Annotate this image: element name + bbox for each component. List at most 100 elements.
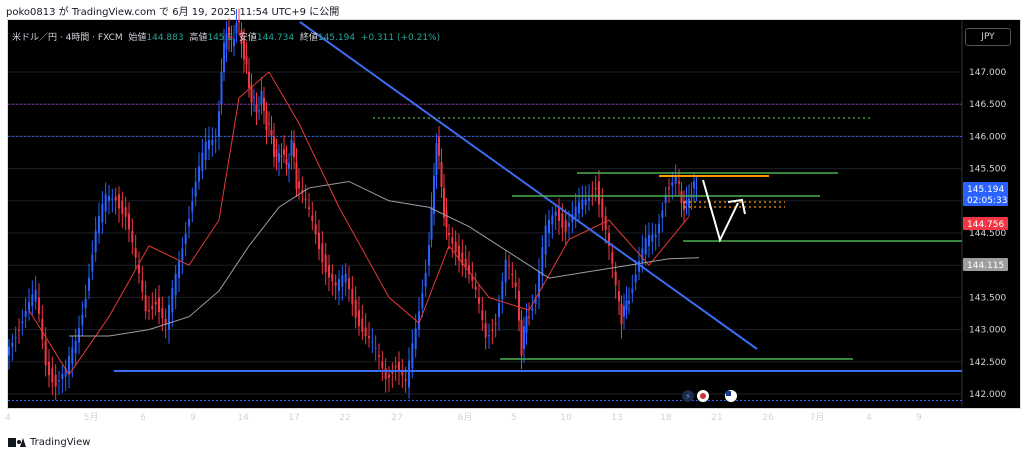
candle-body bbox=[94, 230, 97, 253]
candle-body bbox=[270, 129, 273, 136]
x-tick-label: 9 bbox=[190, 413, 196, 423]
candle-body bbox=[61, 373, 64, 379]
candle-body bbox=[511, 273, 514, 276]
candle-body bbox=[235, 23, 238, 34]
candle-body bbox=[421, 293, 424, 309]
price-tag bbox=[963, 182, 1008, 206]
candle-body bbox=[664, 194, 667, 203]
candle-body bbox=[253, 96, 255, 98]
candle-body bbox=[174, 273, 177, 296]
candle-body bbox=[258, 110, 260, 112]
candle-body bbox=[201, 152, 204, 171]
x-tick-label: 27 bbox=[391, 413, 402, 423]
candle-body bbox=[514, 282, 517, 288]
candle-body bbox=[285, 158, 288, 165]
candle-body bbox=[623, 305, 625, 317]
candle-body bbox=[433, 175, 435, 214]
candle-body bbox=[620, 303, 623, 325]
candle-body bbox=[498, 303, 500, 317]
high-label: 高値 bbox=[189, 33, 208, 43]
candle-body bbox=[64, 367, 67, 377]
candle-body bbox=[108, 195, 110, 201]
x-tick-label: 4 bbox=[5, 413, 11, 423]
candle-body bbox=[678, 181, 680, 184]
candle-body bbox=[641, 248, 644, 264]
candle-body bbox=[361, 318, 364, 332]
candle-body bbox=[680, 191, 683, 204]
candle-body bbox=[184, 233, 187, 244]
publish-caption: poko0813 が TradingView.com で 6月 19, 2025… bbox=[6, 7, 340, 18]
candle-body bbox=[11, 342, 14, 347]
candle-body bbox=[601, 198, 604, 218]
candle-body bbox=[240, 30, 243, 45]
candle-body bbox=[471, 275, 474, 281]
change-value: +0.311 (+0.21%) bbox=[360, 33, 441, 43]
price-tag bbox=[963, 217, 1008, 230]
candle-body bbox=[341, 275, 344, 287]
candle-body bbox=[280, 155, 283, 157]
symbol-label: 米ドル／円 · 4時間 · FXCM bbox=[12, 33, 123, 43]
candle-body bbox=[54, 374, 57, 387]
open-label: 始値 bbox=[128, 33, 147, 43]
candle-body bbox=[478, 297, 480, 304]
candle-body bbox=[481, 310, 484, 321]
candle-body bbox=[245, 55, 248, 65]
candle-body bbox=[144, 295, 147, 312]
candle-body bbox=[531, 308, 534, 311]
currency-button[interactable]: JPY bbox=[965, 28, 1011, 46]
candle-body bbox=[223, 42, 225, 72]
candle-body bbox=[233, 38, 235, 47]
candle-body bbox=[541, 247, 544, 276]
price-tag-label: 145.194 bbox=[967, 185, 1004, 195]
candle-body bbox=[661, 210, 664, 218]
candle-body bbox=[171, 288, 174, 313]
y-tick-label: 144.500 bbox=[969, 229, 1006, 239]
candle-body bbox=[248, 72, 250, 88]
brand-footer[interactable]: TradingView bbox=[8, 437, 90, 448]
x-tick-label: 14 bbox=[237, 413, 249, 423]
candle-body bbox=[381, 361, 384, 368]
candle-body bbox=[304, 198, 307, 200]
candle-body bbox=[574, 206, 577, 218]
candle-body bbox=[161, 308, 164, 319]
candle-body bbox=[81, 314, 84, 326]
candle-body bbox=[414, 328, 417, 349]
candle-body bbox=[625, 300, 628, 311]
candle-body bbox=[404, 378, 407, 381]
open-value: 144.883 bbox=[146, 33, 184, 43]
x-tick-label: 9 bbox=[916, 413, 922, 423]
candle-body bbox=[194, 181, 197, 197]
candle-body bbox=[430, 206, 433, 240]
candle-body bbox=[584, 199, 587, 206]
candle-body bbox=[331, 273, 334, 282]
candle-body bbox=[151, 305, 154, 310]
candle-body bbox=[464, 258, 467, 268]
chart-panel[interactable] bbox=[7, 19, 1021, 409]
candle-body bbox=[568, 223, 570, 227]
candle-body bbox=[648, 235, 650, 246]
candle-body bbox=[551, 215, 554, 225]
candle-body bbox=[424, 272, 427, 287]
candle-body bbox=[191, 201, 194, 212]
candle-body bbox=[378, 355, 380, 357]
candle-body bbox=[278, 153, 280, 163]
candle-body bbox=[181, 248, 184, 261]
x-tick-label: 6 bbox=[140, 413, 146, 423]
candle-body bbox=[198, 166, 200, 182]
candle-body bbox=[131, 230, 134, 243]
x-tick-label: 18 bbox=[660, 413, 672, 423]
us-flag-canton bbox=[726, 391, 731, 396]
candle-body bbox=[283, 149, 285, 155]
candle-body bbox=[101, 203, 104, 223]
x-tick-label: 22 bbox=[339, 413, 350, 423]
candle-body bbox=[318, 233, 320, 250]
tradingview-logo-icon bbox=[8, 438, 26, 447]
candle-body bbox=[351, 288, 354, 305]
candle-body bbox=[523, 326, 525, 349]
jp-flag-dot bbox=[700, 393, 706, 399]
candle-body bbox=[435, 143, 438, 176]
candle-body bbox=[230, 36, 233, 39]
low-value: 144.734 bbox=[256, 33, 295, 43]
candle-body bbox=[440, 162, 443, 188]
